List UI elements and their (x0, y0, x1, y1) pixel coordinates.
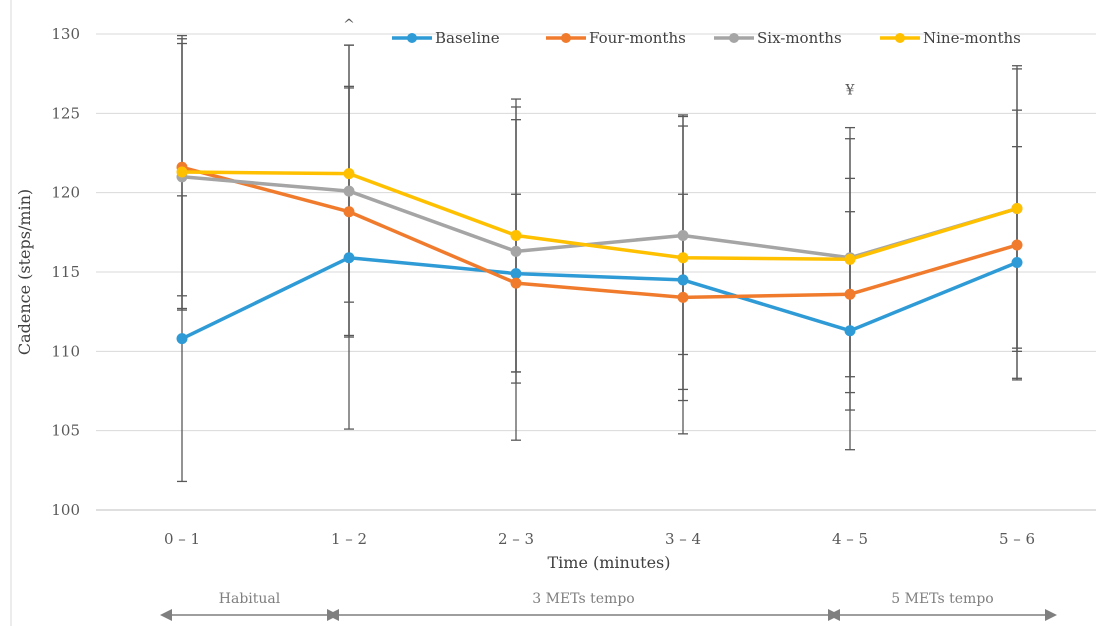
phase-label: 5 METs tempo (891, 591, 993, 607)
x-tick-label: 0 – 1 (164, 530, 200, 548)
point-baseline (510, 268, 522, 280)
x-tick-labels: 0 – 1 1 – 2 2 – 3 3 – 4 4 – 5 5 – 6 (164, 530, 1035, 548)
phase-label: Habitual (219, 591, 281, 607)
y-tick-label: 110 (51, 342, 80, 360)
x-tick-label: 3 – 4 (665, 530, 701, 548)
point-four-months (677, 291, 689, 303)
legend-label-four-months: Four-months (589, 29, 686, 47)
y-tick-label: 105 (51, 422, 80, 440)
point-four-months (510, 277, 522, 289)
legend-marker-four-months (561, 33, 571, 43)
y-tick-label: 120 (51, 184, 80, 202)
point-nine-months (844, 253, 856, 265)
phase-arrow-head-left (828, 609, 840, 621)
legend: Baseline Four-months Six-months Nine-months (392, 29, 1021, 47)
series-line-baseline (181, 255, 1018, 341)
annotations: ^¥ (343, 17, 854, 98)
legend-marker-nine-months (895, 33, 905, 43)
point-baseline (176, 333, 188, 345)
series-lines (181, 165, 1018, 341)
legend-label-nine-months: Nine-months (923, 29, 1021, 47)
phase-arrow-head-right (1045, 609, 1057, 621)
legend-marker-six-months (729, 33, 739, 43)
annotation-marker: ^ (343, 17, 355, 33)
x-tick-label: 4 – 5 (832, 530, 868, 548)
point-four-months (343, 206, 355, 218)
gridlines (96, 33, 1096, 511)
x-tick-label: 5 – 6 (999, 530, 1035, 548)
legend-label-baseline: Baseline (435, 29, 500, 47)
point-baseline (844, 325, 856, 337)
x-tick-label: 2 – 3 (498, 530, 534, 548)
annotation-marker: ¥ (845, 82, 855, 98)
point-six-months (510, 245, 522, 257)
series-points (176, 161, 1023, 345)
point-nine-months (343, 168, 355, 180)
y-tick-label: 100 (51, 501, 80, 519)
point-four-months (1011, 239, 1023, 251)
x-axis-label: Time (minutes) (547, 553, 670, 572)
point-six-months (677, 230, 689, 242)
point-four-months (844, 288, 856, 300)
series-line-four-months (181, 165, 1018, 300)
phase-label: 3 METs tempo (532, 591, 634, 607)
phase-arrows: Habitual 3 METs tempo 5 METs tempo (160, 591, 1057, 621)
series-line-nine-months (181, 170, 1018, 262)
point-baseline (343, 252, 355, 264)
point-baseline (677, 274, 689, 286)
y-tick-label: 115 (51, 263, 80, 281)
point-nine-months (176, 166, 188, 178)
y-tick-labels: 100 105 110 115 120 125 130 (51, 25, 80, 519)
error-bars (177, 34, 1022, 483)
point-six-months (343, 185, 355, 197)
point-nine-months (677, 252, 689, 264)
legend-label-six-months: Six-months (757, 29, 842, 47)
phase-arrow-head-left (160, 609, 172, 621)
x-tick-label: 1 – 2 (331, 530, 367, 548)
y-tick-label: 125 (51, 104, 80, 122)
point-baseline (1011, 256, 1023, 268)
point-nine-months (1011, 203, 1023, 215)
point-nine-months (510, 230, 522, 242)
phase-arrow-head-left (327, 609, 339, 621)
legend-marker-baseline (407, 33, 417, 43)
y-tick-label: 130 (51, 25, 80, 43)
y-axis-label: Cadence (steps/min) (15, 189, 34, 355)
